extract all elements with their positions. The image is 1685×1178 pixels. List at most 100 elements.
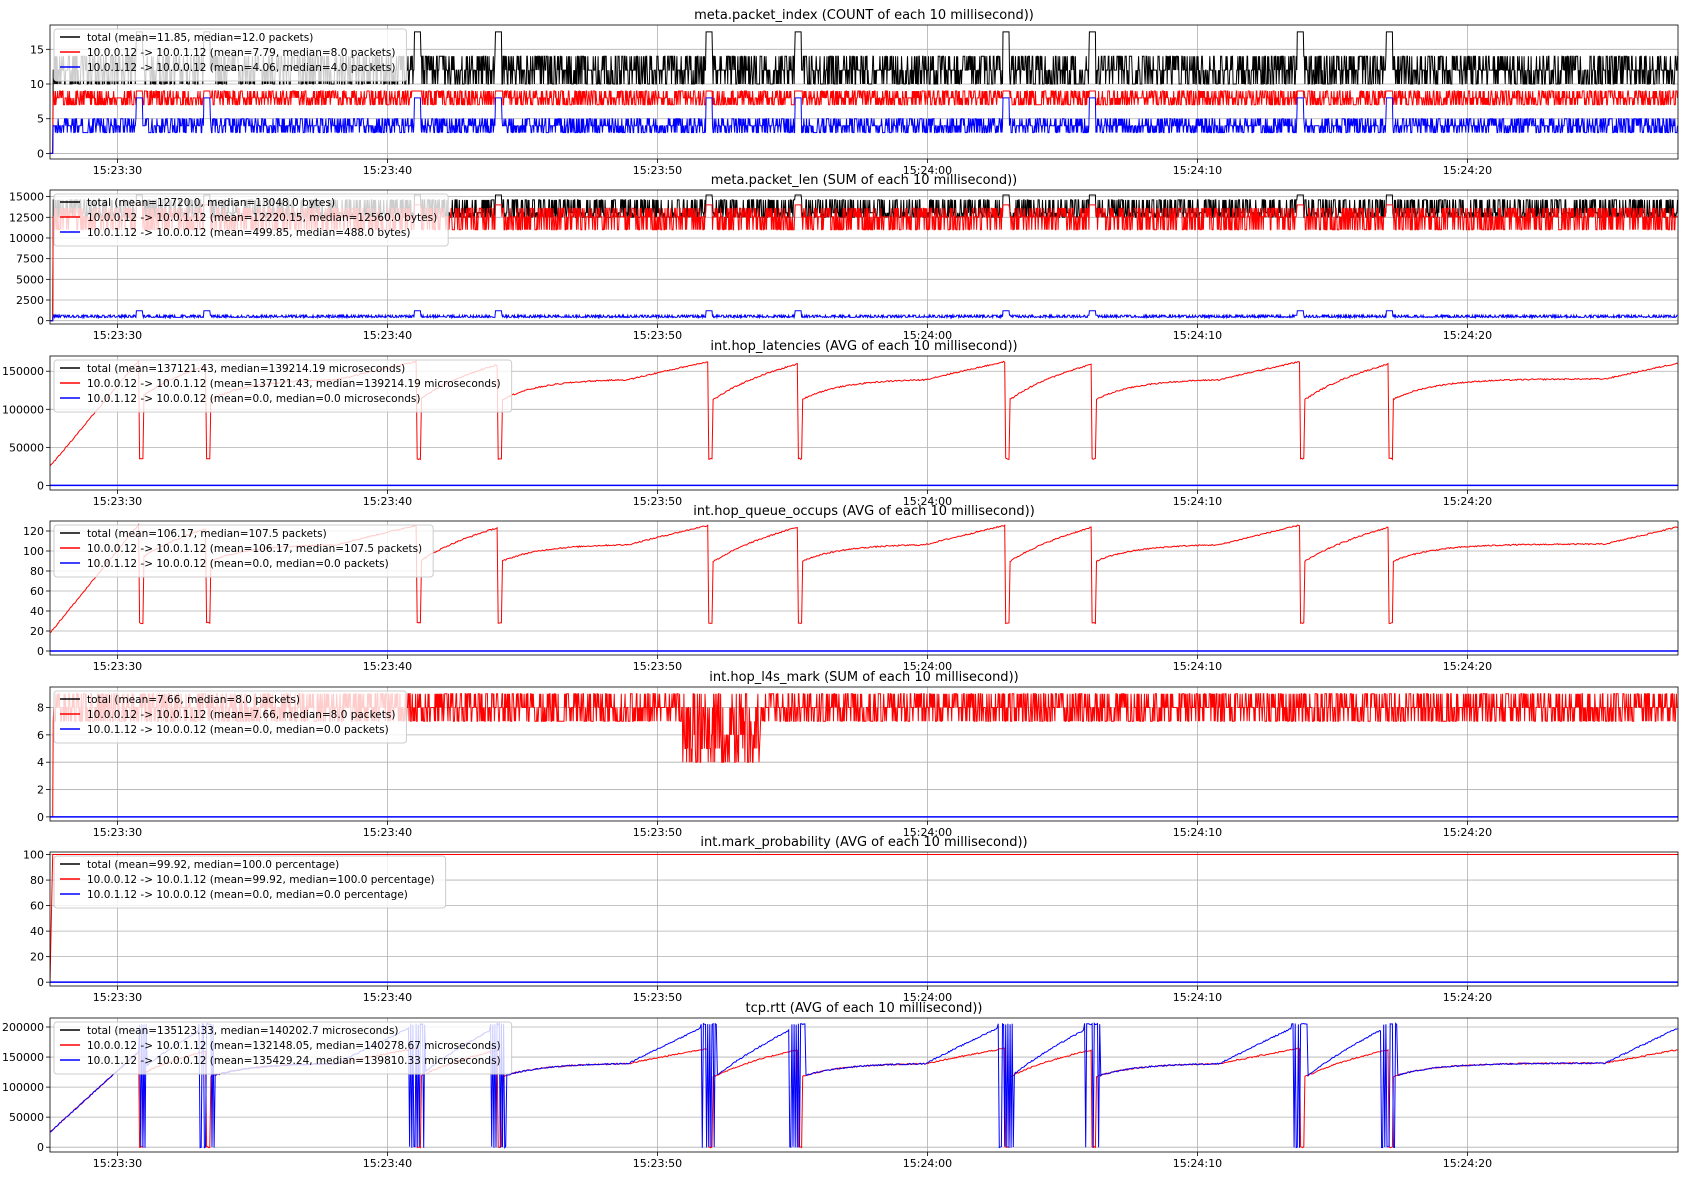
legend: total (mean=135123.33, median=140202.7 m… <box>53 1021 513 1075</box>
legend-entry: 10.0.0.12 -> 10.0.1.12 (mean=99.92, medi… <box>87 874 435 886</box>
x-tick-label: 15:23:40 <box>363 826 412 839</box>
y-tick-label: 0 <box>37 1141 44 1154</box>
axes-frame <box>49 851 1679 987</box>
y-tick-label: 0 <box>37 976 44 989</box>
y-tick-label: 100000 <box>2 403 44 416</box>
y-tick-label: 2500 <box>16 294 44 307</box>
legend-entry: 10.0.0.12 -> 10.0.1.12 (mean=7.79, media… <box>87 47 395 59</box>
series-line-2 <box>50 854 1678 983</box>
x-tick-label: 15:24:10 <box>1173 1157 1222 1170</box>
y-tick-label: 10 <box>30 78 44 91</box>
y-tick-label: 0 <box>37 147 44 160</box>
y-tick-label: 15 <box>30 43 44 56</box>
panel-title: tcp.rtt (AVG of each 10 millisecond)) <box>746 1001 983 1016</box>
legend-entry: 10.0.1.12 -> 10.0.0.12 (mean=0.0, median… <box>87 393 420 405</box>
x-tick-label: 15:24:20 <box>1443 660 1492 673</box>
x-tick-label: 15:23:30 <box>93 1157 142 1170</box>
series-line-3 <box>50 310 1678 322</box>
x-tick-label: 15:24:10 <box>1173 495 1222 508</box>
x-tick-label: 15:24:10 <box>1173 164 1222 177</box>
x-tick-label: 15:23:50 <box>633 1157 682 1170</box>
axes-frame <box>49 686 1679 822</box>
legend-entry: 10.0.0.12 -> 10.0.1.12 (mean=132148.05, … <box>87 1040 501 1052</box>
legend-box <box>53 690 407 744</box>
legend: total (mean=99.92, median=100.0 percenta… <box>53 855 447 909</box>
legend-entry: total (mean=106.17, median=107.5 packets… <box>87 528 327 540</box>
legend-entry: 10.0.1.12 -> 10.0.0.12 (mean=0.0, median… <box>87 889 408 901</box>
legend-entry: 10.0.0.12 -> 10.0.1.12 (mean=12220.15, m… <box>87 212 437 224</box>
y-tick-label: 50000 <box>9 1111 44 1124</box>
legend-entry: 10.0.1.12 -> 10.0.0.12 (mean=4.06, media… <box>87 62 395 74</box>
y-tick-label: 15000 <box>9 191 44 204</box>
y-tick-label: 6 <box>37 729 44 742</box>
axes-frame <box>49 520 1679 656</box>
legend-box <box>53 359 513 413</box>
legend: total (mean=137121.43, median=139214.19 … <box>53 359 513 413</box>
legend-entry: total (mean=12720.0, median=13048.0 byte… <box>87 197 335 209</box>
legend-entry: total (mean=99.92, median=100.0 percenta… <box>87 859 339 871</box>
x-tick-label: 15:23:50 <box>633 660 682 673</box>
x-tick-label: 15:24:20 <box>1443 495 1492 508</box>
series-line-3 <box>50 97 1678 154</box>
x-tick-label: 15:24:00 <box>903 329 952 342</box>
y-tick-label: 0 <box>37 645 44 658</box>
legend: total (mean=7.66, median=8.0 packets) 10.… <box>53 690 407 744</box>
x-tick-label: 15:23:50 <box>633 329 682 342</box>
x-tick-label: 15:24:00 <box>903 164 952 177</box>
legend-entry: 10.0.1.12 -> 10.0.0.12 (mean=135429.24, … <box>87 1055 501 1067</box>
y-tick-label: 80 <box>30 565 44 578</box>
y-tick-label: 4 <box>37 756 44 769</box>
x-tick-label: 15:24:10 <box>1173 826 1222 839</box>
x-tick-label: 15:23:50 <box>633 164 682 177</box>
y-tick-label: 100 <box>23 545 44 558</box>
x-tick-label: 15:23:30 <box>93 660 142 673</box>
axes-frame <box>49 355 1679 491</box>
legend-entry: total (mean=11.85, median=12.0 packets) <box>87 32 313 44</box>
legend: total (mean=12720.0, median=13048.0 byte… <box>53 193 449 247</box>
x-tick-label: 15:24:00 <box>903 991 952 1004</box>
x-tick-label: 15:23:30 <box>93 329 142 342</box>
y-tick-label: 40 <box>30 605 44 618</box>
axes-frame <box>49 1017 1679 1153</box>
x-tick-label: 15:23:50 <box>633 826 682 839</box>
y-tick-label: 20 <box>30 625 44 638</box>
legend: total (mean=106.17, median=107.5 packets… <box>53 524 434 578</box>
y-tick-label: 50000 <box>9 441 44 454</box>
y-tick-label: 120 <box>23 525 44 538</box>
y-tick-label: 8 <box>37 702 44 715</box>
x-tick-label: 15:24:00 <box>903 826 952 839</box>
legend-box <box>53 28 407 82</box>
x-tick-label: 15:24:10 <box>1173 991 1222 1004</box>
y-tick-label: 40 <box>30 925 44 938</box>
x-tick-label: 15:23:30 <box>93 164 142 177</box>
y-tick-label: 7500 <box>16 253 44 266</box>
x-tick-label: 15:23:30 <box>93 826 142 839</box>
y-tick-label: 100000 <box>2 1081 44 1094</box>
panel-title: meta.packet_index (COUNT of each 10 mill… <box>694 8 1034 23</box>
series-line-2 <box>50 90 1678 154</box>
x-tick-label: 15:23:50 <box>633 495 682 508</box>
x-tick-label: 15:23:50 <box>633 991 682 1004</box>
y-tick-label: 5000 <box>16 273 44 286</box>
x-tick-label: 15:24:20 <box>1443 329 1492 342</box>
y-tick-label: 20 <box>30 951 44 964</box>
x-tick-label: 15:24:10 <box>1173 660 1222 673</box>
panel-7: tcp.rtt (AVG of each 10 millisecond)) 0 50… <box>2 1001 1679 1170</box>
legend-box <box>53 1021 513 1075</box>
legend-box <box>53 193 449 247</box>
x-tick-label: 15:24:10 <box>1173 329 1222 342</box>
legend: total (mean=11.85, median=12.0 packets) 1… <box>53 28 407 82</box>
y-tick-label: 0 <box>37 811 44 824</box>
legend-box <box>53 855 447 909</box>
panel-6: int.mark_probability (AVG of each 10 mil… <box>23 835 1679 1004</box>
x-tick-label: 15:23:40 <box>363 660 412 673</box>
y-tick-label: 200000 <box>2 1021 44 1034</box>
panel-1: meta.packet_index (COUNT of each 10 mill… <box>30 8 1679 177</box>
x-tick-label: 15:24:20 <box>1443 164 1492 177</box>
x-tick-label: 15:24:20 <box>1443 1157 1492 1170</box>
legend-entry: 10.0.1.12 -> 10.0.0.12 (mean=0.0, median… <box>87 724 389 736</box>
y-tick-label: 80 <box>30 874 44 887</box>
panel-3: int.hop_latencies (AVG of each 10 millis… <box>2 339 1679 508</box>
y-tick-label: 0 <box>37 315 44 328</box>
